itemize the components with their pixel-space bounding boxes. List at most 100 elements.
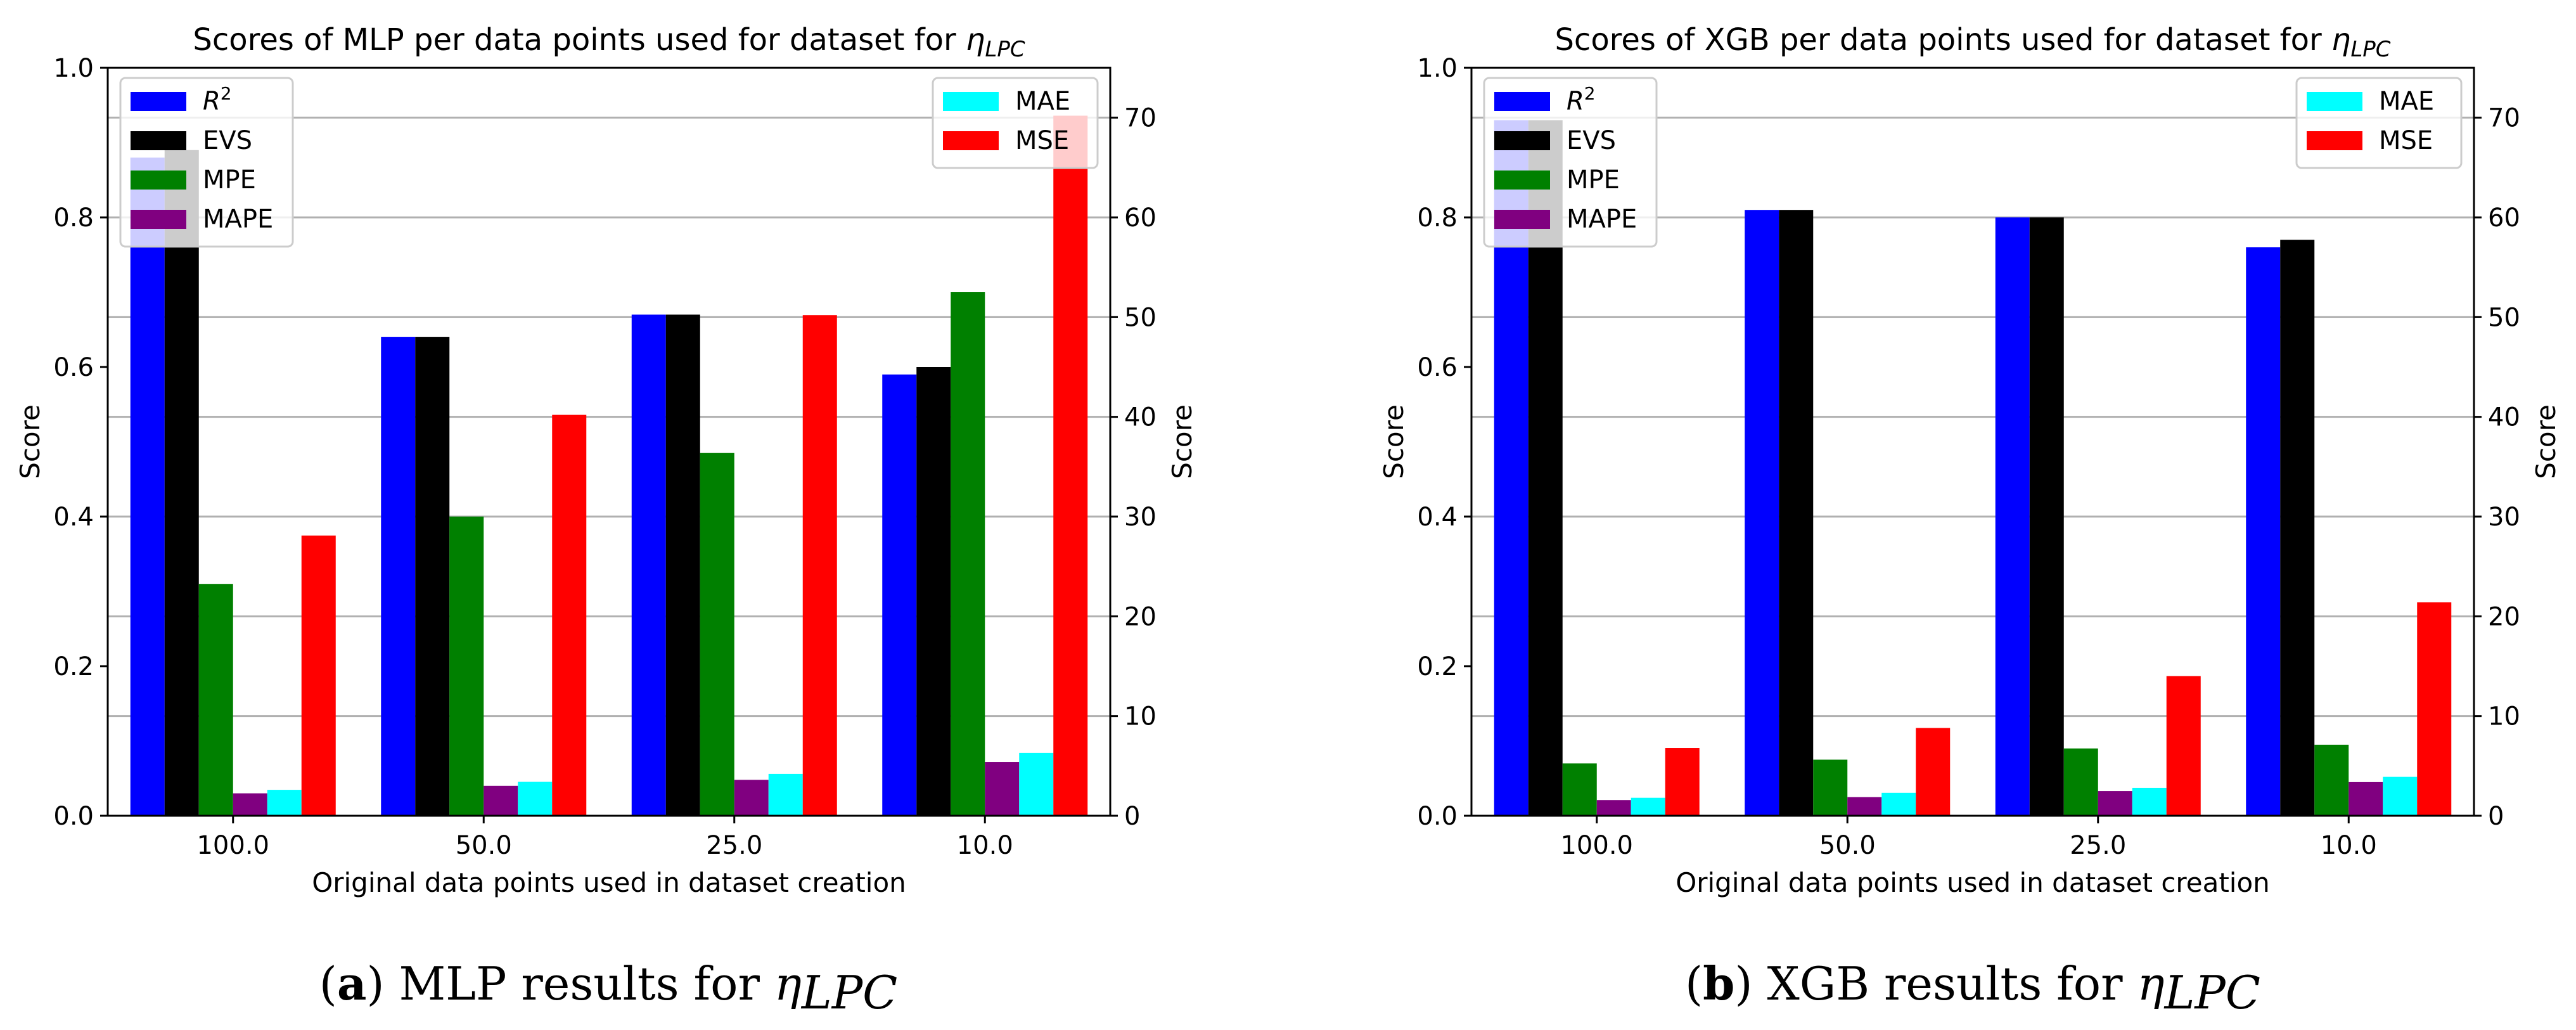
chart-panel-xgb: 0.0 0.2 0.4 0.6 0.8 1.0 0 10 20 30 40 50 60 70 100.0 50… xyxy=(1378,22,2561,898)
left-tick-label: 0.2 xyxy=(1417,652,1458,681)
bar-evs-100.0 xyxy=(164,150,199,816)
right-tick-label: 70 xyxy=(2488,104,2520,133)
legend-label-r2: R2 xyxy=(1567,83,1596,116)
bar-evs-25.0 xyxy=(665,314,700,816)
figure-caption-a: (a) MLP results for ηLPC xyxy=(319,956,898,1019)
right-tick-label: 40 xyxy=(2488,403,2520,432)
right-tick-label: 40 xyxy=(1124,403,1157,432)
bar-mse-10.0 xyxy=(2417,602,2452,816)
right-tick-label: 50 xyxy=(2488,303,2520,332)
bar-mpe-100.0 xyxy=(198,584,233,816)
bar-evs-10.0 xyxy=(916,367,951,816)
x-tick-label: 50.0 xyxy=(1819,831,1876,860)
legend-label-mape: MAPE xyxy=(203,205,273,234)
x-tick-label: 10.0 xyxy=(957,831,1013,860)
bar-mape-25.0 xyxy=(2098,791,2132,816)
left-tick-label: 0.4 xyxy=(53,503,94,532)
bar-mpe-100.0 xyxy=(1562,763,1597,816)
legend-swatch-mape xyxy=(131,210,186,229)
bar-mape-10.0 xyxy=(985,762,1020,816)
chart-panel-mlp: 0.0 0.2 0.4 0.6 0.8 1.0 0 10 20 30 40 50 60 70 100.0 50… xyxy=(15,22,1198,898)
bar-mape-100.0 xyxy=(233,793,267,816)
legend-swatch-mse xyxy=(2307,131,2362,150)
right-tick-label: 20 xyxy=(2488,602,2520,631)
legend-label-mae: MAE xyxy=(1015,87,1070,116)
legend-swatch-mpe xyxy=(1494,171,1550,190)
bar-mape-50.0 xyxy=(484,785,518,816)
legend-left-box xyxy=(1483,77,1658,248)
bar-mae-10.0 xyxy=(1019,752,1054,816)
bar-evs-25.0 xyxy=(2029,217,2064,816)
bar-r2-10.0 xyxy=(882,374,917,816)
left-tick-label: 0.2 xyxy=(53,652,94,681)
legend-swatch-mse xyxy=(943,131,999,150)
bar-mpe-10.0 xyxy=(2314,744,2349,816)
bar-mape-50.0 xyxy=(1847,797,1882,816)
legend-label-r2: R2 xyxy=(203,83,232,116)
right-tick-label: 60 xyxy=(2488,203,2520,233)
bar-mse-50.0 xyxy=(552,415,587,816)
bar-mae-25.0 xyxy=(768,773,803,816)
x-tick-label: 25.0 xyxy=(706,831,762,860)
x-tick-label: 25.0 xyxy=(2070,831,2126,860)
bar-r2-100.0 xyxy=(130,157,165,816)
x-tick-label: 10.0 xyxy=(2321,831,2377,860)
left-tick-label: 1.0 xyxy=(1417,54,1458,83)
legend-swatch-r2 xyxy=(131,92,186,111)
right-tick-label: 10 xyxy=(1124,702,1157,731)
legend-swatch-mpe xyxy=(131,171,186,190)
y-axis-label-right: Score xyxy=(2530,404,2561,479)
legend-label-mpe: MPE xyxy=(1567,165,1620,195)
right-tick-label: 30 xyxy=(1124,503,1157,532)
bar-mape-100.0 xyxy=(1596,800,1631,816)
y-axis-label-right: Score xyxy=(1167,404,1198,479)
bar-mse-25.0 xyxy=(802,315,837,816)
left-tick-label: 0.6 xyxy=(53,353,94,382)
y-axis-label-left: Score xyxy=(1378,404,1409,479)
right-tick-label: 60 xyxy=(1124,203,1157,233)
left-tick-label: 0.8 xyxy=(1417,203,1458,233)
legend-swatch-mae xyxy=(943,92,999,111)
bar-mae-10.0 xyxy=(2383,776,2418,816)
legend-left-box xyxy=(119,77,294,248)
bar-mpe-50.0 xyxy=(449,517,484,816)
left-tick-label: 0.6 xyxy=(1417,353,1458,382)
legend-swatch-evs xyxy=(1494,131,1550,150)
x-axis-label: Original data points used in dataset cre… xyxy=(312,867,906,898)
bar-r2-50.0 xyxy=(381,337,416,816)
x-tick-label: 100.0 xyxy=(196,831,269,860)
legend-swatch-mape xyxy=(1494,210,1550,229)
axes-frame xyxy=(1470,67,2475,817)
bar-mae-100.0 xyxy=(1631,797,1665,816)
right-tick-label: 0 xyxy=(1124,802,1140,831)
bar-mae-25.0 xyxy=(2132,787,2167,816)
right-tick-label: 0 xyxy=(2488,802,2504,831)
axes-frame xyxy=(106,67,1112,817)
bar-mpe-25.0 xyxy=(700,453,734,816)
x-tick-label: 100.0 xyxy=(1560,831,1633,860)
bar-mpe-50.0 xyxy=(1813,759,1848,816)
bar-mse-100.0 xyxy=(1665,748,1700,816)
bar-mse-25.0 xyxy=(2166,676,2201,816)
chart-title: Scores of XGB per data points used for d… xyxy=(1554,22,2390,62)
bar-mape-25.0 xyxy=(734,780,769,816)
bar-r2-25.0 xyxy=(1995,217,2030,816)
right-tick-label: 50 xyxy=(1124,303,1157,332)
right-tick-label: 10 xyxy=(2488,702,2520,731)
right-tick-label: 30 xyxy=(2488,503,2520,532)
left-tick-label: 0.0 xyxy=(1417,802,1458,831)
bar-r2-10.0 xyxy=(2246,247,2281,816)
legend-label-mpe: MPE xyxy=(203,165,256,195)
figure-caption-b: (b) XGB results for ηLPC xyxy=(1685,956,2260,1019)
x-tick-label: 50.0 xyxy=(456,831,512,860)
legend-label-evs: EVS xyxy=(203,126,252,155)
legend-label-evs: EVS xyxy=(1567,126,1616,155)
legend-swatch-r2 xyxy=(1494,92,1550,111)
legend-label-mae: MAE xyxy=(2379,87,2434,116)
bar-mae-50.0 xyxy=(1881,792,1916,816)
bar-mse-50.0 xyxy=(1916,728,1951,816)
bar-mae-50.0 xyxy=(518,782,553,816)
legend-swatch-evs xyxy=(131,131,186,150)
bar-mae-100.0 xyxy=(267,790,302,816)
bar-evs-50.0 xyxy=(415,337,450,816)
